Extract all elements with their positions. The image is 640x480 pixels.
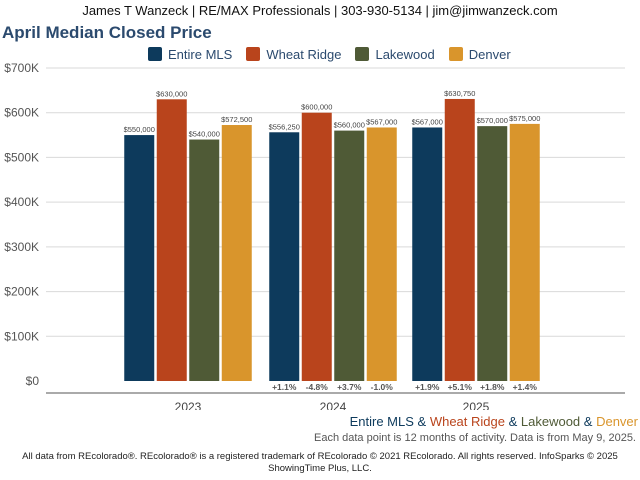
bar-value-label: $572,500 <box>221 115 252 124</box>
chart-legend: Entire MLS Wheat Ridge Lakewood Denver <box>148 45 525 63</box>
bar-wheat-ridge <box>444 98 475 381</box>
x-tick-label: 2025 <box>463 400 490 410</box>
change-label: +1.8% <box>480 382 505 392</box>
bar-wheat-ridge <box>301 112 332 381</box>
legend-swatch <box>448 47 463 61</box>
legend-item-lakewood[interactable]: Lakewood <box>355 46 435 62</box>
bar-entire-mls <box>412 127 443 381</box>
legend-label: Wheat Ridge <box>266 46 342 62</box>
legend-label: Entire MLS <box>168 46 233 62</box>
change-label: +1.4% <box>513 382 538 392</box>
change-label: -4.8% <box>306 382 329 392</box>
subtitle-part: Lakewood <box>520 414 581 429</box>
bar-value-label: $570,000 <box>477 116 508 125</box>
legend-item-denver[interactable]: Denver <box>448 46 511 62</box>
bar-lakewood <box>334 130 365 381</box>
bar-value-label: $600,000 <box>301 103 332 112</box>
bar-value-label: $567,000 <box>412 117 443 126</box>
change-label: +5.1% <box>448 382 473 392</box>
bar-wheat-ridge <box>156 99 187 382</box>
x-tick-label: 2024 <box>320 400 347 410</box>
change-label: +1.1% <box>272 382 297 392</box>
bar-entire-mls <box>124 135 155 381</box>
agent-header: James T Wanzeck | RE/MAX Professionals |… <box>82 3 558 18</box>
bar-value-label: $560,000 <box>334 121 365 130</box>
series-subtitle: Entire MLS & Wheat Ridge & Lakewood & De… <box>350 414 638 429</box>
y-tick-label: $600K <box>4 106 39 120</box>
legend-item-entire-mls[interactable]: Entire MLS <box>148 47 232 62</box>
subtitle-part: Wheat Ridge <box>429 414 505 429</box>
data-note: Each data point is 12 months of activity… <box>313 432 636 444</box>
y-tick-label: $400K <box>4 195 39 209</box>
y-tick-label: $700K <box>4 61 39 75</box>
bar-denver <box>366 127 397 381</box>
bar-value-label: $556,250 <box>269 122 300 131</box>
y-tick-label: $0 <box>26 374 40 388</box>
change-label: +1.9% <box>415 382 440 392</box>
footer-line-1: All data from REcolorado®. REcolorado® i… <box>22 451 618 462</box>
bar-denver <box>509 123 540 382</box>
bar-chart: $0 $100K $200K $300K $400K $500K $600K $700K $55… <box>4 61 625 410</box>
y-tick-label: $200K <box>4 285 39 299</box>
legend-label: Denver <box>468 46 511 62</box>
legend-swatch <box>355 47 370 61</box>
footer-line-2: ShowingTime Plus, LLC. <box>268 463 372 474</box>
legend-label: Lakewood <box>375 46 435 62</box>
bar-value-label: $550,000 <box>124 125 155 134</box>
legend-swatch <box>148 47 162 61</box>
subtitle-part: & <box>504 414 521 429</box>
bar-value-label: $630,000 <box>156 89 187 98</box>
subtitle-part: Denver <box>596 414 638 429</box>
chart-title: April Median Closed Price <box>2 23 212 42</box>
bar-value-label: $575,000 <box>509 114 540 123</box>
y-tick-label: $300K <box>4 240 39 254</box>
bar-denver <box>221 125 252 381</box>
y-tick-label: $100K <box>4 329 39 343</box>
legend-swatch <box>246 47 261 61</box>
bar-entire-mls <box>269 132 300 381</box>
bar-value-label: $630,750 <box>444 89 475 98</box>
bar-lakewood <box>477 126 508 381</box>
subtitle-part: & <box>580 414 597 429</box>
subtitle-part: & <box>413 414 430 429</box>
footer: All data from REcolorado®. REcolorado® i… <box>0 451 640 475</box>
legend-item-wheat-ridge[interactable]: Wheat Ridge <box>246 47 341 62</box>
change-label: -1.0% <box>371 382 394 392</box>
bar-value-label: $567,000 <box>366 117 397 126</box>
change-label: +3.7% <box>337 382 362 392</box>
bar-value-label: $540,000 <box>189 130 220 139</box>
x-tick-label: 2023 <box>175 400 202 410</box>
subtitle-part: Entire MLS <box>349 414 414 429</box>
y-tick-label: $500K <box>4 150 39 164</box>
bar-lakewood <box>189 139 220 381</box>
